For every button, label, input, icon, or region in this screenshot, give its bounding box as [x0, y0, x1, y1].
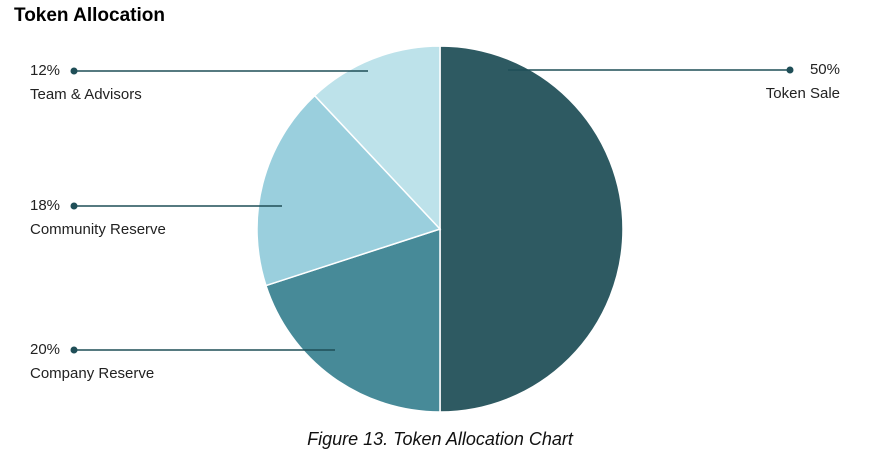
legend-label: Company Reserve [30, 365, 154, 382]
pie-slice [256, 94, 442, 287]
legend-label: Community Reserve [30, 221, 166, 238]
value-label: 50% [810, 61, 840, 78]
pie-slice [313, 45, 441, 231]
legend-label: Token Sale [766, 85, 840, 102]
chart-title: Token Allocation [14, 5, 165, 26]
legend-label: Team & Advisors [30, 86, 142, 103]
value-label: 20% [30, 341, 60, 358]
value-label: 12% [30, 62, 60, 79]
callout-dot [70, 346, 78, 354]
chart-caption: Figure 13. Token Allocation Chart [307, 429, 574, 449]
pie-slice [439, 45, 624, 413]
pie-slice [265, 227, 441, 413]
value-label: 18% [30, 197, 60, 214]
callout-dot [786, 66, 794, 74]
callout-dot [70, 202, 78, 210]
callout-dot [70, 67, 78, 75]
